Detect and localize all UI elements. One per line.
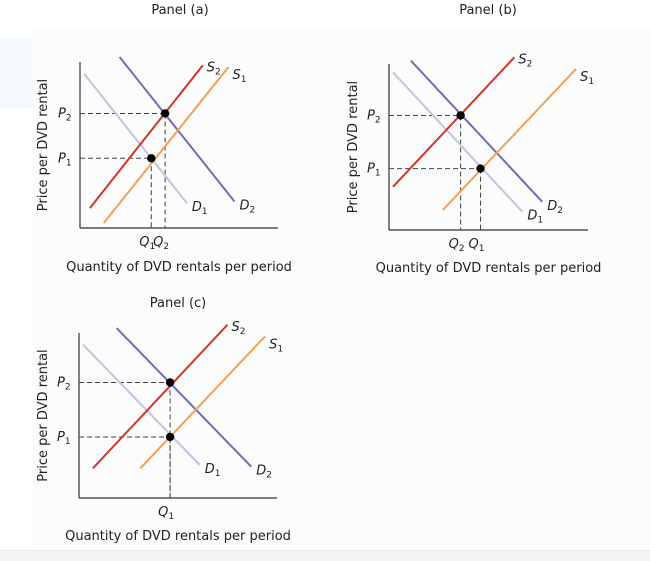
- equilibrium-point: [160, 109, 170, 118]
- equilibrium-point: [165, 432, 175, 442]
- equilibrium-point: [147, 154, 156, 163]
- bottom-strip: [0, 550, 650, 561]
- curve-label-s2: S2: [207, 60, 221, 77]
- curve-s1: [102, 66, 230, 224]
- panel-b: Panel (b) Quantity of DVD rentals per per…: [346, 3, 601, 276]
- curve-s2: [92, 324, 229, 469]
- curve-label-s1: S1: [233, 68, 247, 85]
- curve-label-s1: S1: [269, 337, 283, 354]
- price-tick-label: P2: [367, 108, 381, 125]
- curve-d2: [410, 59, 543, 203]
- curve-label-d2: D2: [547, 199, 563, 216]
- curve-label-d2: D2: [239, 198, 255, 215]
- quantity-tick-label: Q2: [449, 237, 465, 254]
- equilibrium-point: [165, 378, 175, 387]
- curve-s2: [89, 64, 204, 209]
- background-region: [0, 38, 34, 108]
- x-axis-label: Quantity of DVD rentals per period: [66, 260, 292, 275]
- curve-d1: [82, 343, 201, 466]
- y-axis-label: Price per DVD rental: [36, 79, 51, 211]
- equilibrium-point: [456, 111, 465, 120]
- quantity-tick-label: Q1: [469, 237, 485, 254]
- x-axis-label: Quantity of DVD rentals per period: [65, 529, 291, 544]
- price-tick-label: P1: [58, 151, 72, 168]
- quantity-tick-label: Q1: [158, 505, 174, 522]
- quantity-tick-label: Q2: [153, 235, 169, 252]
- quantity-tick-label: Q1: [139, 235, 155, 252]
- price-tick-label: P2: [58, 106, 72, 123]
- curve-s1: [139, 335, 266, 469]
- curve-label-d1: D1: [205, 462, 221, 479]
- curve-label-d1: D1: [192, 200, 208, 217]
- curve-d1: [83, 72, 188, 204]
- panel-title: Panel (c): [150, 296, 207, 311]
- y-axis-label: Price per DVD rental: [36, 349, 51, 481]
- curve-s2: [392, 56, 516, 188]
- curve-d2: [115, 327, 252, 468]
- panel-title: Panel (a): [151, 3, 208, 18]
- y-axis-label: Price per DVD rental: [346, 81, 361, 213]
- equilibrium-point: [476, 164, 485, 173]
- curve-d1: [392, 71, 524, 213]
- price-tick-label: P2: [57, 376, 71, 393]
- curve-d2: [118, 56, 236, 203]
- price-tick-label: P1: [367, 162, 381, 179]
- figure-panel: [33, 28, 650, 550]
- curve-label-s2: S2: [232, 320, 246, 337]
- panel-title: Panel (b): [459, 3, 517, 18]
- panel-c: Panel (c) Quantity of DVD rentals per per…: [36, 296, 291, 544]
- price-tick-label: P1: [57, 430, 71, 447]
- panel-a: Panel (a) Quantity of DVD rentals per per…: [36, 3, 292, 275]
- curve-label-d1: D1: [527, 209, 543, 226]
- curve-s1: [442, 68, 577, 211]
- curve-label-s2: S2: [518, 52, 532, 69]
- x-axis-label: Quantity of DVD rentals per period: [376, 261, 602, 276]
- curve-label-s1: S1: [580, 70, 594, 87]
- curve-label-d2: D2: [256, 464, 272, 481]
